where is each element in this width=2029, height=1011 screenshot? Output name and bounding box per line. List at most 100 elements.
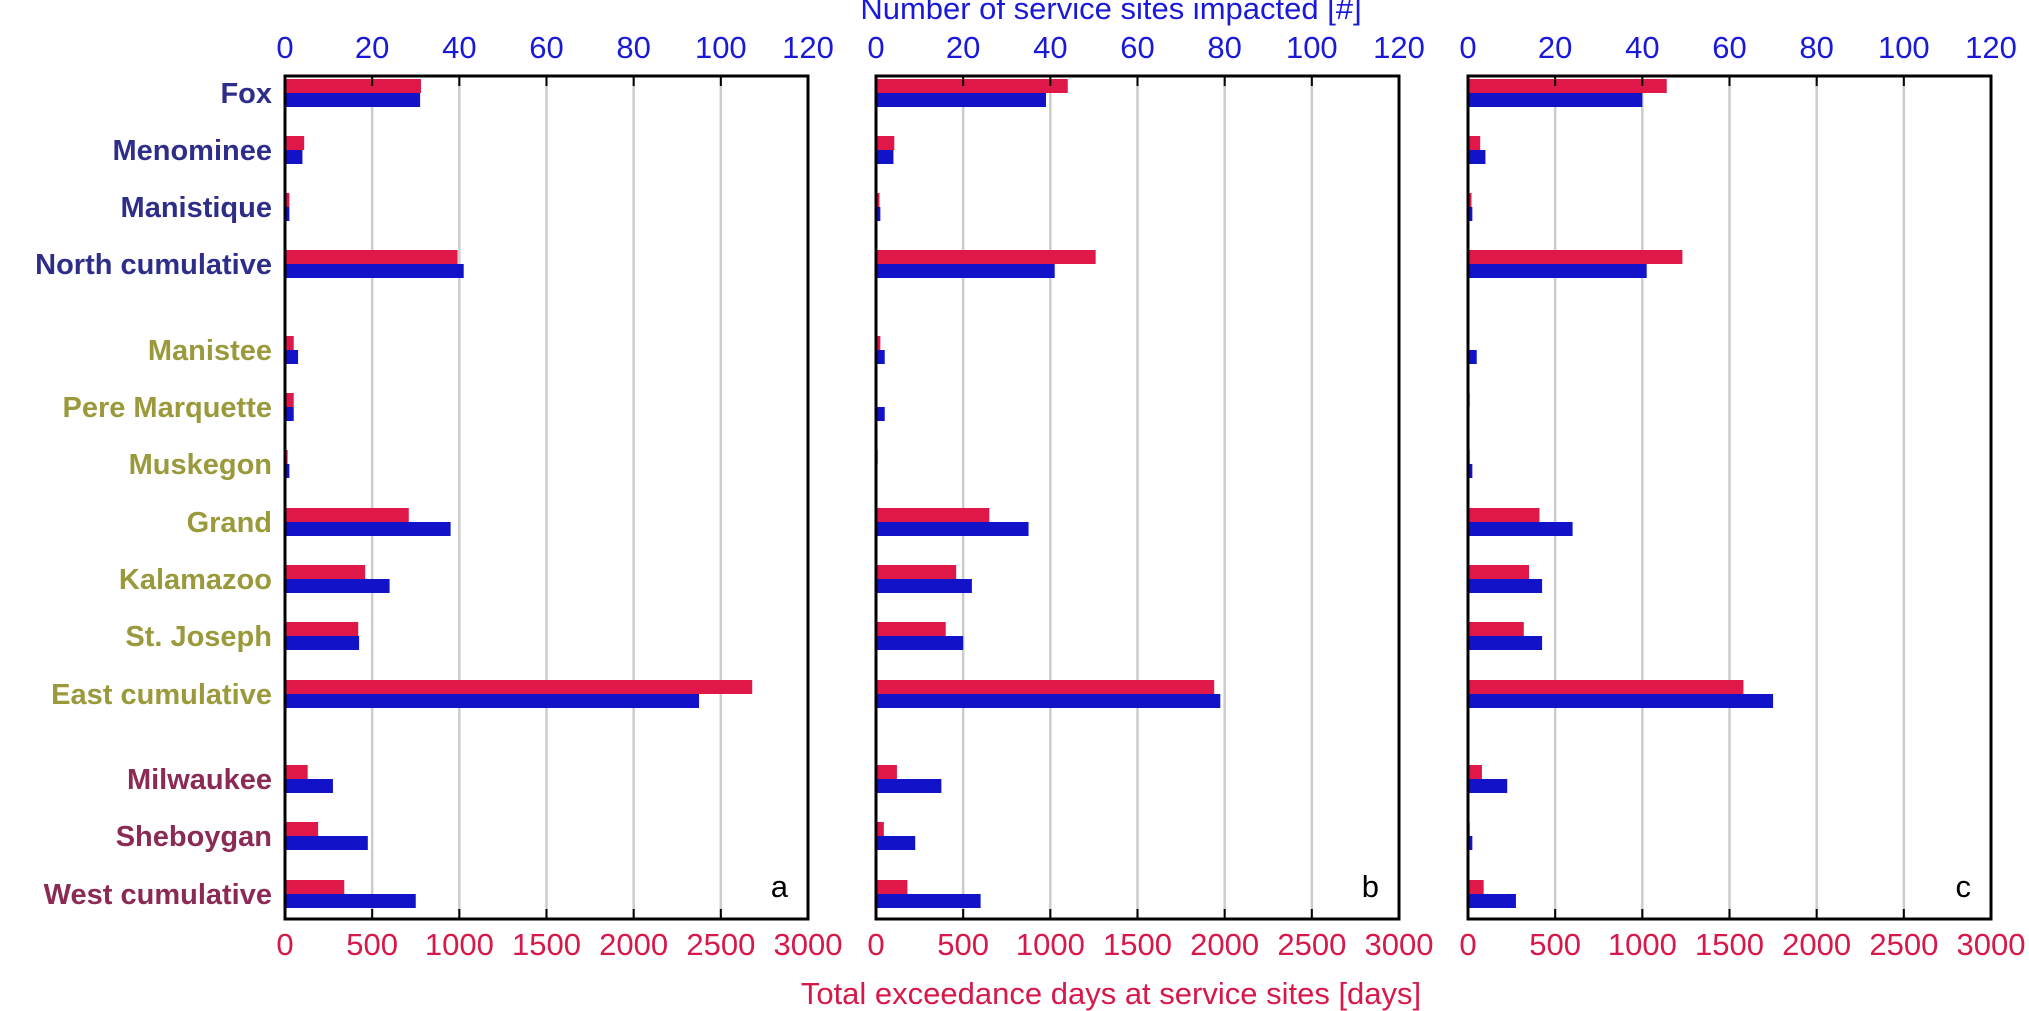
bottom-tick-label: 1000 — [1016, 927, 1085, 962]
bottom-tick-label: 2500 — [686, 927, 755, 962]
bottom-tick-label: 3000 — [774, 927, 843, 962]
top-tick-label: 60 — [1712, 30, 1746, 65]
bar-sites-c-7 — [1468, 522, 1573, 536]
bar-sites-a-9 — [285, 636, 360, 650]
bottom-tick-label: 1500 — [512, 927, 581, 962]
panel-a: 0 20 40 60 80 100 120 0 500 1000 1500 2000 2500 3000 a — [276, 30, 842, 962]
bottom-tick-label: 2000 — [1782, 927, 1851, 962]
bar-days-b-9 — [876, 622, 946, 636]
top-tick-label: 0 — [1459, 30, 1476, 65]
category-label-1: Menominee — [112, 135, 272, 167]
bar-sites-b-13 — [876, 894, 981, 908]
bar-days-a-3 — [285, 250, 458, 264]
bar-sites-a-11 — [285, 779, 333, 793]
bar-days-c-7 — [1468, 508, 1540, 522]
bar-days-a-11 — [285, 765, 308, 779]
bar-sites-a-8 — [285, 579, 390, 593]
bar-sites-b-9 — [876, 636, 964, 650]
bar-sites-b-7 — [876, 522, 1029, 536]
top-tick-label: 80 — [1799, 30, 1833, 65]
bottom-tick-label: 500 — [1529, 927, 1581, 962]
category-label-12: Sheboygan — [116, 821, 272, 853]
bar-sites-b-2 — [876, 207, 881, 221]
bar-sites-b-5 — [876, 407, 885, 421]
category-label-0: Fox — [220, 78, 272, 110]
bar-sites-c-13 — [1468, 894, 1516, 908]
top-tick-label: 40 — [1625, 30, 1659, 65]
bar-days-b-3 — [876, 250, 1096, 264]
bottom-tick-label: 500 — [346, 927, 398, 962]
top-tick-label: 20 — [355, 30, 389, 65]
bar-days-b-11 — [876, 765, 897, 779]
bar-sites-c-6 — [1468, 464, 1473, 478]
bar-days-c-10 — [1468, 680, 1744, 694]
category-label-11: Milwaukee — [127, 764, 272, 796]
bar-days-a-12 — [285, 822, 319, 836]
bar-days-b-1 — [876, 136, 895, 150]
bar-days-c-13 — [1468, 880, 1484, 894]
top-tick-label: 100 — [695, 30, 747, 65]
category-label-9: St. Joseph — [125, 621, 272, 653]
bar-days-b-2 — [876, 193, 880, 207]
bar-days-a-1 — [285, 136, 305, 150]
bar-days-c-11 — [1468, 765, 1482, 779]
bar-sites-a-2 — [285, 207, 290, 221]
bottom-tick-label: 2500 — [1277, 927, 1346, 962]
bar-sites-a-6 — [285, 464, 290, 478]
category-label-5: Pere Marquette — [62, 392, 272, 424]
bar-days-b-7 — [876, 508, 990, 522]
top-tick-label: 20 — [946, 30, 980, 65]
bar-sites-c-3 — [1468, 264, 1647, 278]
bottom-tick-label: 0 — [276, 927, 293, 962]
bar-sites-a-13 — [285, 894, 416, 908]
bottom-tick-label: 0 — [1459, 927, 1476, 962]
category-label-7: Grand — [187, 507, 272, 539]
bar-sites-c-2 — [1468, 207, 1473, 221]
bar-days-c-9 — [1468, 622, 1524, 636]
top-tick-label: 20 — [1538, 30, 1572, 65]
bottom-tick-label: 2000 — [1190, 927, 1259, 962]
bar-days-b-13 — [876, 880, 908, 894]
bottom-tick-label: 1000 — [1608, 927, 1677, 962]
top-tick-label: 120 — [1373, 30, 1425, 65]
bar-days-a-10 — [285, 680, 753, 694]
bar-sites-a-5 — [285, 407, 294, 421]
bottom-tick-label: 3000 — [1957, 927, 2026, 962]
bar-days-a-8 — [285, 565, 366, 579]
top-tick-label: 100 — [1286, 30, 1338, 65]
bar-days-c-3 — [1468, 250, 1683, 264]
category-label-4: Manistee — [148, 335, 272, 367]
bar-sites-c-9 — [1468, 636, 1543, 650]
category-label-2: Manistique — [121, 192, 272, 224]
category-labels: Fox Menominee Manistique North cumulative Ma… — [35, 78, 272, 911]
top-tick-label: 60 — [1120, 30, 1154, 65]
bar-sites-b-0 — [876, 93, 1046, 107]
category-label-10: East cumulative — [51, 679, 272, 711]
bar-sites-a-1 — [285, 150, 303, 164]
bar-days-c-8 — [1468, 565, 1530, 579]
bottom-tick-label: 2500 — [1869, 927, 1938, 962]
top-tick-label: 0 — [867, 30, 884, 65]
bar-sites-c-10 — [1468, 694, 1774, 708]
top-tick-label: 100 — [1878, 30, 1930, 65]
category-label-3: North cumulative — [35, 249, 272, 281]
bar-sites-b-1 — [876, 150, 894, 164]
top-tick-label: 40 — [1033, 30, 1067, 65]
bar-sites-b-12 — [876, 836, 916, 850]
top-tick-label: 120 — [782, 30, 834, 65]
bar-sites-c-11 — [1468, 779, 1508, 793]
bar-days-c-2 — [1468, 193, 1472, 207]
bar-days-c-1 — [1468, 136, 1481, 150]
panel-letter-b: b — [1362, 869, 1379, 904]
top-tick-label: 40 — [442, 30, 476, 65]
bar-days-a-5 — [285, 393, 294, 407]
bar-days-b-4 — [876, 336, 881, 350]
bar-sites-b-11 — [876, 779, 942, 793]
bar-sites-c-0 — [1468, 93, 1643, 107]
bar-sites-b-8 — [876, 579, 972, 593]
bar-days-a-2 — [285, 193, 290, 207]
top-tick-label: 80 — [616, 30, 650, 65]
bottom-tick-label: 1500 — [1695, 927, 1764, 962]
